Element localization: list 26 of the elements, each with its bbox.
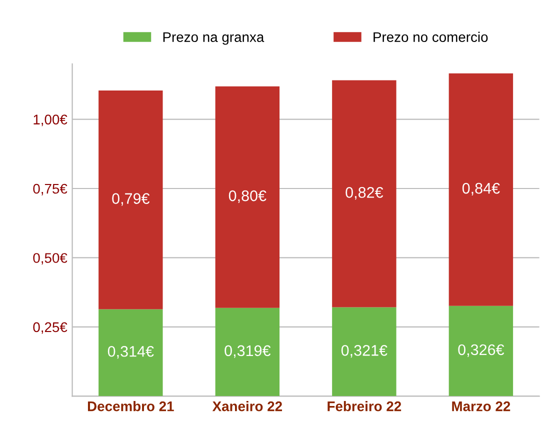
x-tick-label: Xaneiro 22 [212, 401, 282, 412]
bar [448, 306, 514, 396]
bar [215, 308, 280, 396]
bar [215, 86, 280, 308]
bar [332, 307, 396, 396]
x-tick-label: Febreiro 22 [328, 401, 402, 412]
y-tick-label: 0,50€ [33, 253, 68, 265]
bar [332, 80, 396, 308]
data-label: 0,321€ [341, 345, 388, 358]
bar [98, 309, 163, 396]
bar [98, 90, 163, 310]
x-tick-label: Marzo 22 [452, 401, 510, 412]
y-tick-label: 0,75€ [33, 184, 68, 196]
data-label: 0,79€ [112, 193, 150, 206]
data-label: 0,82€ [346, 187, 384, 200]
legend-label: Prezo na granxa [163, 32, 264, 45]
legend-label: Prezo no comercio [374, 32, 488, 42]
data-label: 0,319€ [224, 345, 271, 358]
y-tick-label: 1,00€ [34, 114, 68, 126]
y-tick-label: 0,25€ [33, 322, 68, 334]
data-label: 0,84€ [462, 182, 500, 196]
data-label: 0,314€ [108, 346, 154, 359]
bar [448, 73, 514, 306]
data-label: 0,326€ [458, 344, 504, 357]
data-label: 0,80€ [228, 190, 266, 203]
x-tick-label: Decembro 21 [88, 401, 174, 412]
